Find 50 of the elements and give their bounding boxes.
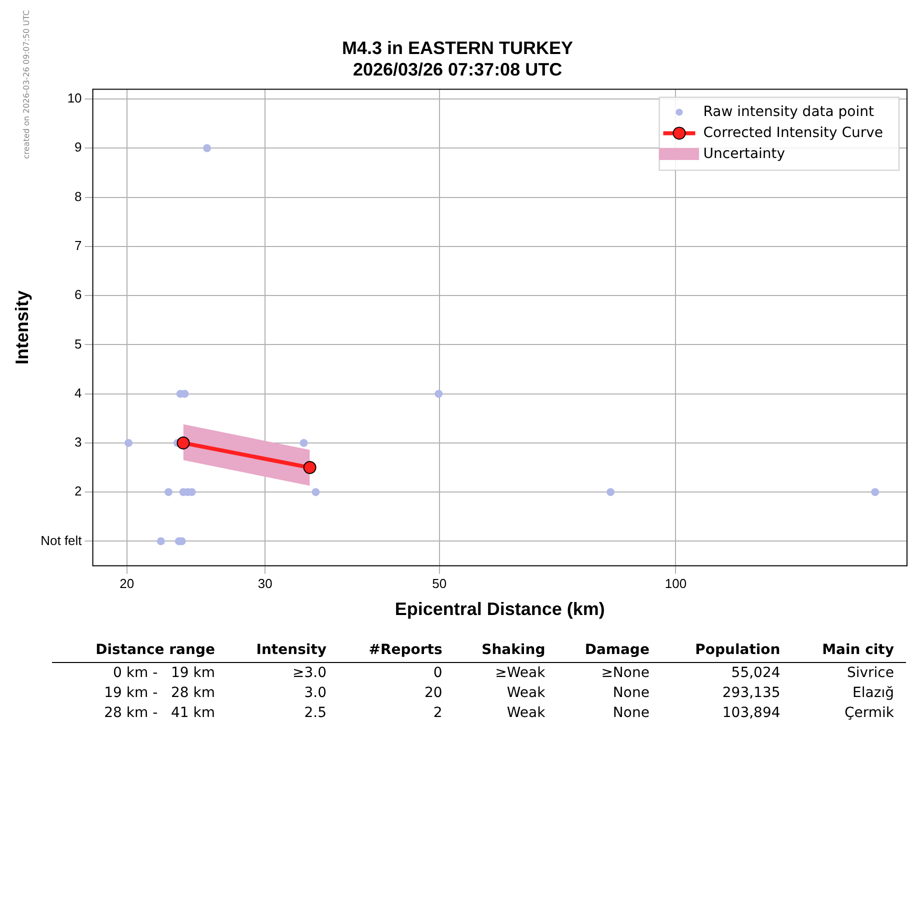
text: Weak <box>506 704 546 723</box>
chart-title: M4.3 in EASTERN TURKEY <box>342 38 574 58</box>
y-tick-label: 5 <box>74 336 82 352</box>
text: ≥Weak <box>494 664 546 683</box>
text: 103,894 <box>721 704 782 723</box>
text: 0 km - 19 km <box>112 664 216 683</box>
text: 2 <box>432 704 444 723</box>
text: Damage <box>557 640 662 662</box>
text: Weak <box>506 684 546 703</box>
text: Elazığ <box>852 684 895 703</box>
y-tick-label: 2 <box>74 484 82 499</box>
text: ≥None <box>600 664 650 683</box>
text: 3.0 <box>303 684 328 703</box>
y-tick-label: 6 <box>74 287 82 302</box>
text: #Reports <box>338 640 454 662</box>
text: Çermik <box>843 704 895 723</box>
y-tick-label: 3 <box>74 434 82 450</box>
text: 2.5 <box>303 704 328 723</box>
x-tick-label: 100 <box>664 576 687 592</box>
y-tick-label: 7 <box>74 238 82 254</box>
text: 19 km - 28 km <box>103 684 216 703</box>
text: Shaking <box>454 640 558 662</box>
x-tick-label: 20 <box>120 576 134 592</box>
legend-label: Corrected Intensity Curve <box>703 124 884 141</box>
text: 0 <box>432 664 444 683</box>
text: Main city <box>792 640 906 662</box>
y-tick-label: 4 <box>74 385 82 400</box>
legend-label: Raw intensity data point <box>703 104 875 120</box>
text: 55,024 <box>730 664 782 683</box>
y-axis-title: Intensity <box>12 290 32 365</box>
text: 28 km - 41 km <box>103 704 216 723</box>
text: None <box>612 704 650 723</box>
text: None <box>612 684 650 703</box>
annotation: Uncertainty <box>703 146 786 162</box>
text: Sivrice <box>846 664 895 683</box>
text: Intensity <box>227 640 339 662</box>
y-tick-label: Not felt <box>40 532 82 548</box>
text: ≥3.0 <box>292 664 328 683</box>
text: 20 <box>424 684 444 703</box>
chart-subtitle: 2026/03/26 07:37:08 UTC <box>352 59 562 80</box>
y-tick-label: 10 <box>67 90 82 106</box>
y-tick-label: 9 <box>74 140 82 155</box>
x-axis-title: Epicentral Distance (km) <box>394 599 605 620</box>
y-tick-label: 8 <box>74 188 82 204</box>
text: created on 2026-03-26 09:07:50 UTC <box>22 10 31 159</box>
text: Population <box>661 640 792 662</box>
text: 293,135 <box>721 684 782 703</box>
text: Distance range <box>52 640 227 662</box>
x-tick-label: 30 <box>258 576 272 592</box>
x-tick-label: 50 <box>432 576 447 592</box>
